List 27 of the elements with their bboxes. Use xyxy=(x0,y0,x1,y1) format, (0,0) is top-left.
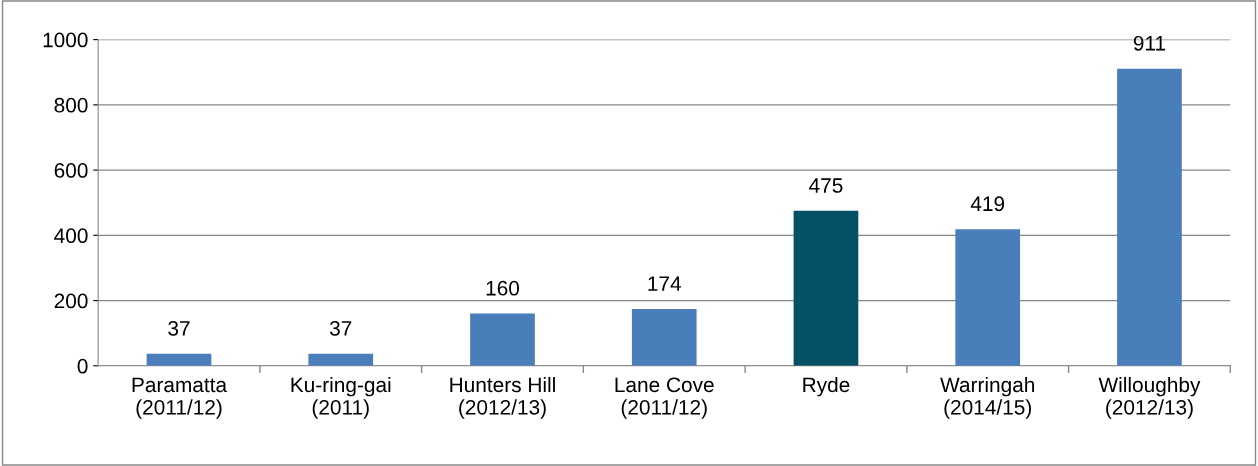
bar xyxy=(631,309,697,366)
x-tick-label: Ryde xyxy=(803,376,850,397)
y-tick-label: 0 xyxy=(77,358,88,374)
data-label: 174 xyxy=(648,276,681,291)
bar xyxy=(470,313,535,366)
bar xyxy=(146,353,212,366)
bar xyxy=(955,229,1021,366)
bar xyxy=(793,210,859,366)
y-tick-label: 1000 xyxy=(43,32,88,48)
bar xyxy=(308,353,374,366)
y-tick-label: 800 xyxy=(54,97,88,113)
y-tick-label: 400 xyxy=(54,228,88,244)
x-tick-label: Hunters Hill (2012/13) xyxy=(450,376,555,419)
x-tick-label: Paramatta (2011/12) xyxy=(132,377,228,419)
x-tick-label: Lane Cove (2011/12) xyxy=(615,377,714,419)
x-tick-label: Warringah (2014/15) xyxy=(940,376,1035,419)
x-tick-label: Ku-ring-gai (2011) xyxy=(291,376,391,419)
data-label: 419 xyxy=(970,196,1005,212)
y-tick-label: 200 xyxy=(54,293,88,309)
data-label: 911 xyxy=(1133,35,1166,51)
x-tick-label: Willoughby (2012/13) xyxy=(1098,376,1201,419)
data-label: 37 xyxy=(168,320,190,336)
data-label: 475 xyxy=(809,178,843,193)
data-label: 160 xyxy=(486,280,520,296)
y-tick-label: 600 xyxy=(54,163,88,178)
bar xyxy=(1117,68,1182,366)
data-label: 37 xyxy=(329,320,352,336)
